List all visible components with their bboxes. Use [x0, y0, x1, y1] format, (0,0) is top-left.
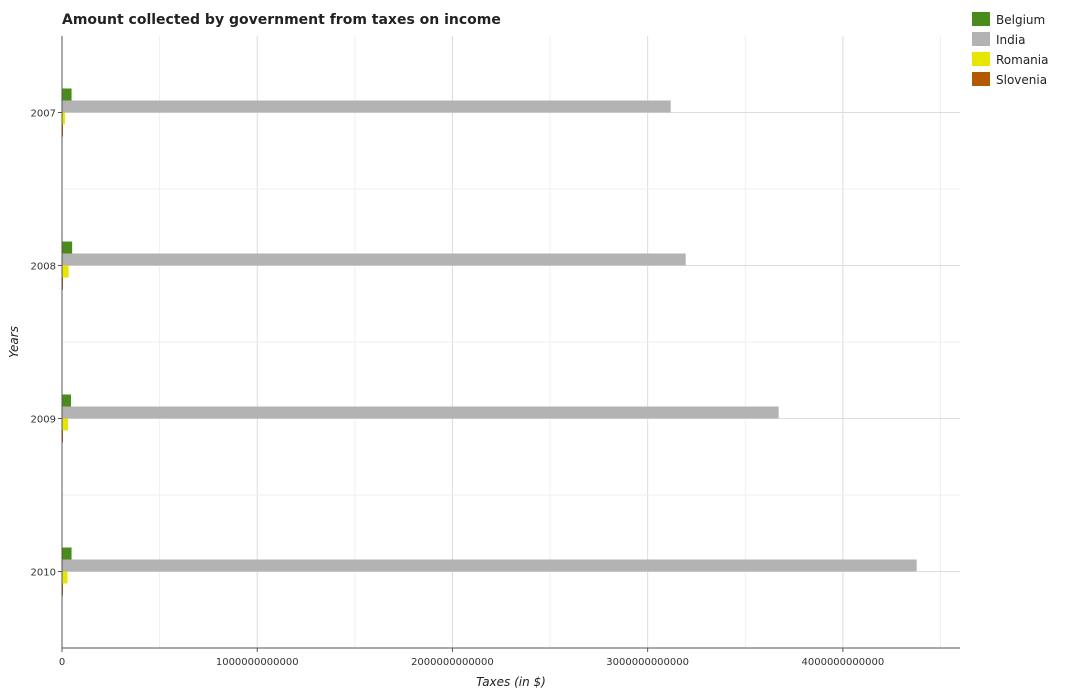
x-tick-label: 3000000000000 [606, 657, 689, 668]
bar-belgium-2007 [62, 88, 72, 101]
y-axis-label: Years [7, 326, 21, 358]
legend-swatch-slovenia [972, 72, 990, 86]
legend: Belgium India Romania Slovenia [972, 12, 1048, 87]
bar-romania-2007 [62, 112, 65, 125]
legend-swatch-belgium [972, 12, 990, 26]
legend-label-india: India [996, 33, 1025, 47]
y-tick-label: 2010 [31, 568, 56, 579]
y-tick-label: 2009 [31, 415, 56, 426]
bar-romania-2010 [62, 571, 68, 584]
legend-label-slovenia: Slovenia [996, 73, 1047, 87]
bar-belgium-2008 [62, 241, 73, 254]
legend-label-romania: Romania [996, 53, 1048, 67]
legend-swatch-india [972, 32, 990, 46]
bar-romania-2009 [62, 418, 69, 431]
bar-india-2007 [62, 100, 671, 113]
y-tick-label: 2007 [31, 109, 56, 120]
bar-india-2010 [62, 559, 917, 572]
x-tick-label: 0 [59, 657, 65, 668]
x-tick-label: 2000000000000 [411, 657, 494, 668]
bars-group [62, 88, 917, 596]
x-tick-label: 4000000000000 [802, 657, 885, 668]
axes-group: 0 1000000000000 2000000000000 3000000000000… [31, 36, 960, 668]
legend-label-belgium: Belgium [996, 13, 1045, 27]
grid-lines [61, 36, 960, 648]
chart-title: Amount collected by government from taxe… [62, 12, 501, 28]
bar-india-2009 [62, 406, 779, 419]
x-axis-label: Taxes (in $) [476, 675, 546, 689]
y-tick-label: 2008 [31, 262, 56, 273]
x-tick-label: 1000000000000 [216, 657, 299, 668]
bar-belgium-2010 [62, 547, 72, 560]
legend-swatch-romania [972, 52, 990, 66]
bar-belgium-2009 [62, 394, 71, 407]
bar-india-2008 [62, 253, 686, 266]
bar-romania-2008 [62, 265, 69, 278]
